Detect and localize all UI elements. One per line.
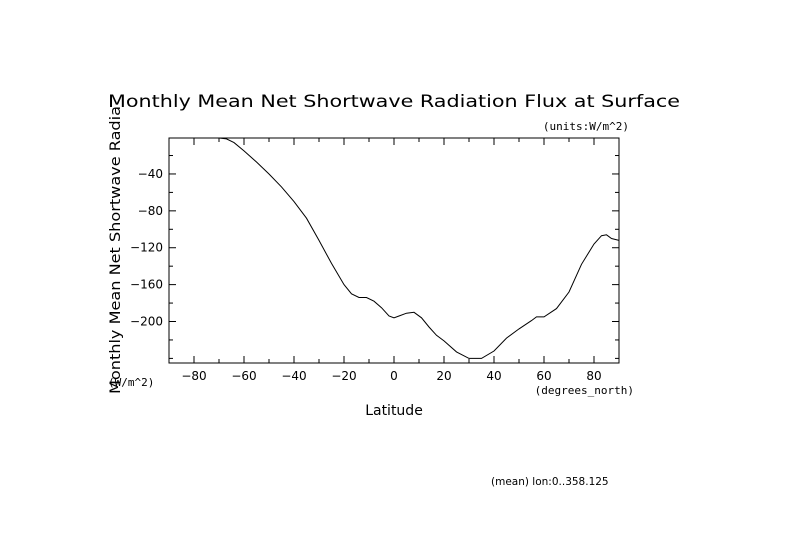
y-tick-label: −200: [130, 315, 163, 329]
units-label: (units:W/m^2): [543, 120, 629, 133]
x-tick-label: 20: [436, 369, 451, 383]
y-axis-units: (W/m^2): [108, 376, 154, 389]
plot-frame: [168, 137, 620, 364]
x-axis-ticks: −80 −60 −40 −20 0 20 40 60 80: [168, 138, 620, 383]
footnote: (mean) lon:0..358.125: [491, 476, 609, 488]
x-tick-label: 0: [390, 369, 398, 383]
y-tick-label: −40: [138, 167, 163, 181]
y-tick-label: −160: [130, 278, 163, 292]
x-tick-label: 80: [586, 369, 601, 383]
y-axis-ticks: −40 −80 −120 −160 −200: [130, 155, 619, 359]
x-tick-label: −80: [181, 369, 206, 383]
x-tick-label: 60: [536, 369, 551, 383]
x-tick-label: −40: [281, 369, 306, 383]
chart-title: Monthly Mean Net Shortwave Radiation Flu…: [108, 92, 680, 112]
series-line: [206, 137, 620, 359]
y-tick-label: −80: [138, 204, 163, 218]
x-tick-label: 40: [486, 369, 501, 383]
x-tick-label: −20: [331, 369, 356, 383]
x-axis-units: (degrees_north): [535, 384, 634, 397]
x-tick-label: −60: [231, 369, 256, 383]
x-axis-label: Latitude: [365, 403, 423, 419]
y-tick-label: −120: [130, 241, 163, 255]
y-axis-label: Monthly Mean Net Shortwave Radia: [108, 106, 124, 394]
